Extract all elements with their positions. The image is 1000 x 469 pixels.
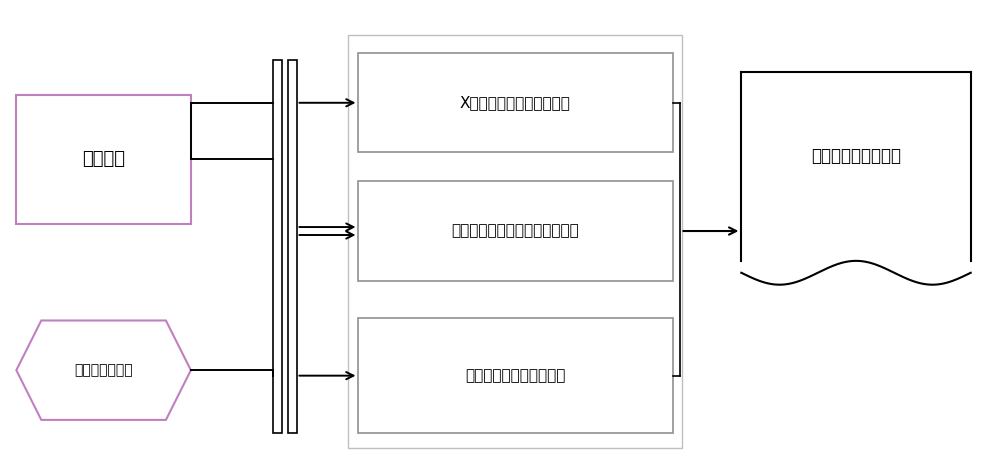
Bar [358,53,673,152]
Polygon shape [16,320,191,420]
Bar [358,318,673,433]
Bar [16,95,191,224]
Text: 来袭目标: 来袭目标 [82,151,125,168]
Bar [348,35,682,448]
Text: X波段雷达半实物验证系统: X波段雷达半实物验证系统 [460,95,571,110]
Text: 仿真预处理文件: 仿真预处理文件 [74,363,133,377]
Bar [273,60,282,433]
Bar [288,60,297,433]
Text: 数据输出及结果评估: 数据输出及结果评估 [811,147,901,166]
Bar [358,182,673,281]
Text: 预警雷达半实物验证系统: 预警雷达半实物验证系统 [465,368,566,383]
Text: 丹麦眼镜蛇雷达半实物验证系统: 丹麦眼镜蛇雷达半实物验证系统 [452,224,579,239]
